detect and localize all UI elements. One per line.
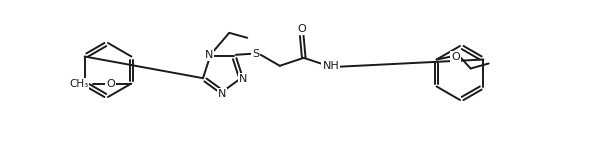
- Text: S: S: [252, 49, 259, 59]
- Text: NH: NH: [322, 61, 339, 71]
- Text: N: N: [205, 50, 214, 60]
- Text: CH₃: CH₃: [69, 78, 88, 88]
- Text: O: O: [106, 78, 115, 88]
- Text: N: N: [218, 89, 226, 99]
- Text: O: O: [451, 51, 460, 61]
- Text: N: N: [239, 74, 247, 84]
- Text: O: O: [298, 24, 306, 34]
